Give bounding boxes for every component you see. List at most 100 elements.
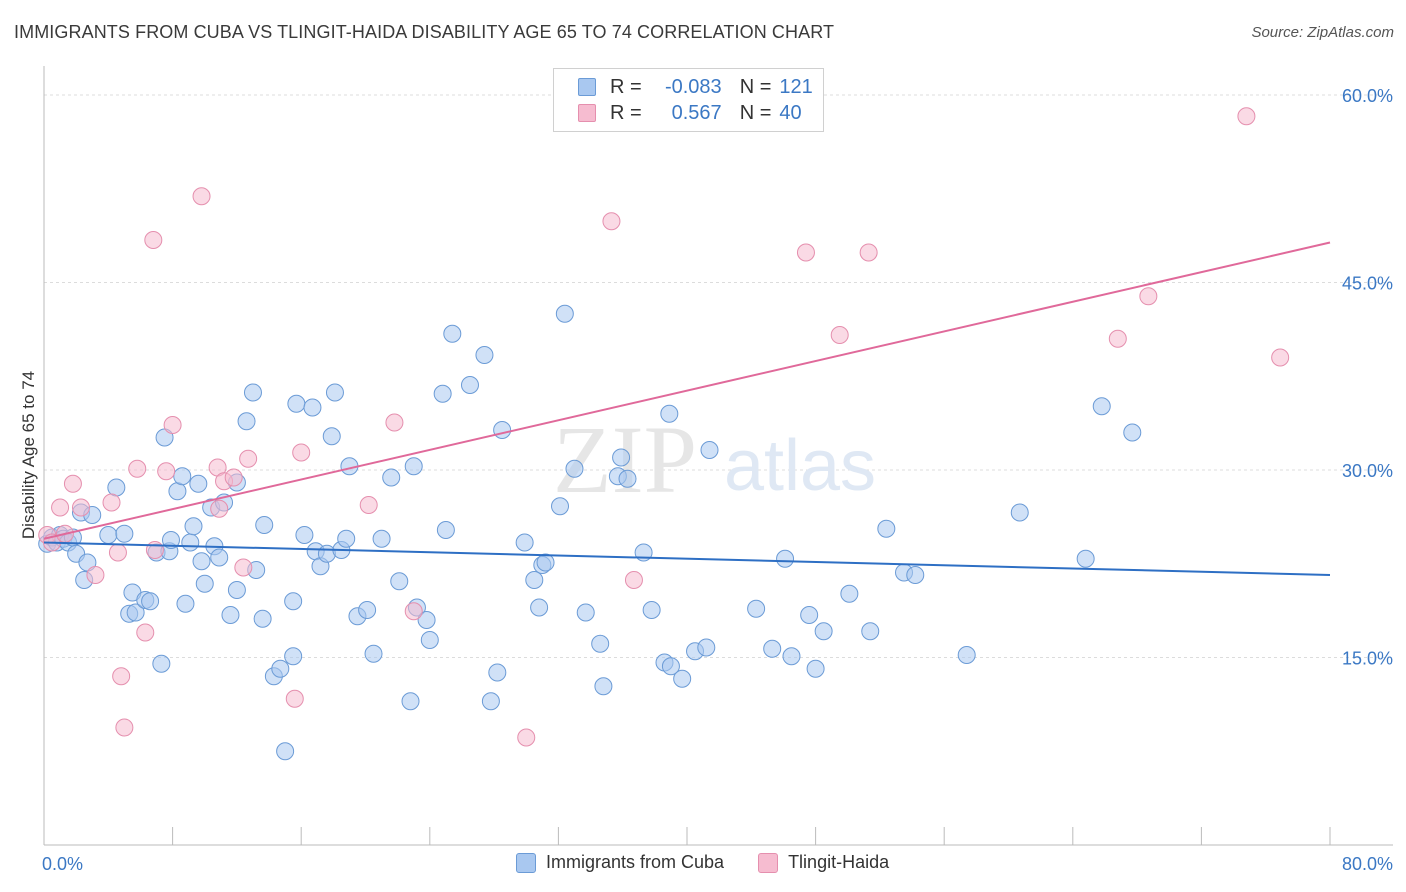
point-cuba (271, 659, 290, 678)
point-cuba (493, 421, 512, 439)
point-cuba (475, 346, 494, 364)
point-cuba (861, 622, 880, 641)
point-cuba (152, 654, 171, 673)
legend-swatch-cuba (578, 78, 596, 96)
point-tlingit (145, 541, 164, 559)
point-cuba (776, 549, 795, 568)
point-cuba (906, 566, 925, 584)
point-cuba (276, 742, 295, 761)
point-cuba (161, 531, 180, 549)
point-cuba (877, 519, 896, 538)
point-cuba (287, 394, 306, 413)
point-cuba (390, 572, 409, 591)
point-tlingit (136, 623, 155, 642)
trend-layer (43, 241, 1331, 576)
point-tlingit (602, 212, 621, 231)
point-cuba (443, 324, 462, 343)
point-tlingit (224, 468, 243, 487)
stats-legend: R = -0.083 N = 121 R = 0.567 N = 40 (553, 68, 824, 132)
point-cuba (195, 574, 214, 593)
point-tlingit (157, 462, 176, 481)
point-cuba (814, 622, 833, 641)
point-cuba (168, 482, 187, 501)
series-swatch-cuba (516, 852, 536, 873)
point-cuba (364, 644, 383, 663)
trendline-cuba (43, 541, 1331, 576)
y-tick-label: 45.0% (1342, 274, 1393, 294)
point-tlingit (102, 493, 121, 512)
point-cuba (555, 304, 574, 323)
point-tlingit (404, 602, 423, 621)
point-cuba (488, 663, 507, 682)
point-tlingit (1139, 287, 1158, 306)
x-tick-label: 0.0% (42, 854, 83, 874)
point-cuba (782, 647, 801, 666)
point-cuba (404, 457, 423, 476)
point-cuba (840, 584, 859, 603)
point-cuba (697, 638, 716, 657)
point-cuba (660, 404, 679, 423)
point-cuba (591, 634, 610, 653)
series-label-cuba: Immigrants from Cuba (546, 852, 725, 872)
point-cuba (1010, 503, 1029, 522)
point-cuba (460, 376, 479, 394)
point-cuba (1076, 549, 1095, 568)
grid-layer (44, 94, 1393, 658)
point-cuba (192, 552, 211, 571)
point-tlingit (285, 689, 304, 708)
point-cuba (107, 478, 126, 497)
point-tlingit (1271, 348, 1290, 367)
point-cuba (594, 677, 613, 696)
point-cuba (642, 601, 661, 619)
point-tlingit (624, 571, 643, 589)
point-cuba (237, 412, 256, 431)
x-tick-label: 80.0% (1342, 854, 1393, 874)
series-legend-item-cuba[interactable]: Immigrants from Cuba (516, 852, 724, 873)
series-legend: Immigrants from Cuba Tlingit-Haida (516, 852, 923, 873)
y-tick-label: 30.0% (1342, 461, 1393, 481)
point-cuba (115, 524, 134, 543)
point-cuba (141, 592, 160, 611)
point-cuba (433, 384, 452, 403)
point-cuba (189, 474, 208, 493)
point-tlingit (115, 718, 134, 737)
point-cuba (303, 398, 322, 417)
point-tlingit (71, 498, 90, 517)
point-cuba (661, 657, 680, 676)
series-legend-item-tlingit[interactable]: Tlingit-Haida (758, 852, 889, 873)
point-cuba (99, 526, 118, 544)
point-cuba (525, 571, 544, 589)
point-tlingit (108, 543, 127, 562)
point-cuba (227, 581, 246, 599)
legend-r-value-tlingit: 0.567 (671, 101, 722, 124)
point-tlingit (128, 459, 147, 478)
point-cuba (515, 533, 534, 552)
point-cuba (358, 601, 377, 619)
chart-title: IMMIGRANTS FROM CUBA VS TLINGIT-HAIDA DI… (14, 22, 835, 42)
point-cuba (1092, 397, 1111, 416)
legend-r-label: R = (610, 75, 642, 98)
point-cuba (173, 467, 192, 486)
point-cuba (210, 548, 229, 567)
point-cuba (401, 692, 420, 711)
legend-r-value-cuba: -0.083 (664, 75, 722, 98)
point-tlingit (292, 443, 311, 462)
point-cuba (417, 611, 436, 629)
point-cuba (284, 647, 303, 666)
legend-row-tlingit: R = 0.567 N = 40 (578, 101, 802, 125)
point-cuba (700, 441, 719, 459)
point-cuba (618, 469, 637, 488)
point-tlingit (517, 728, 536, 747)
legend-n-value-tlingit: 40 (779, 101, 802, 124)
point-cuba (763, 639, 782, 658)
point-tlingit (239, 449, 258, 468)
legend-swatch-tlingit (578, 104, 596, 122)
point-tlingit (830, 326, 849, 344)
legend-n-label: N = (739, 75, 772, 98)
point-cuba (420, 631, 439, 649)
point-cuba (184, 517, 203, 536)
point-tlingit (51, 498, 70, 517)
point-tlingit (234, 558, 253, 577)
point-cuba (530, 598, 549, 617)
